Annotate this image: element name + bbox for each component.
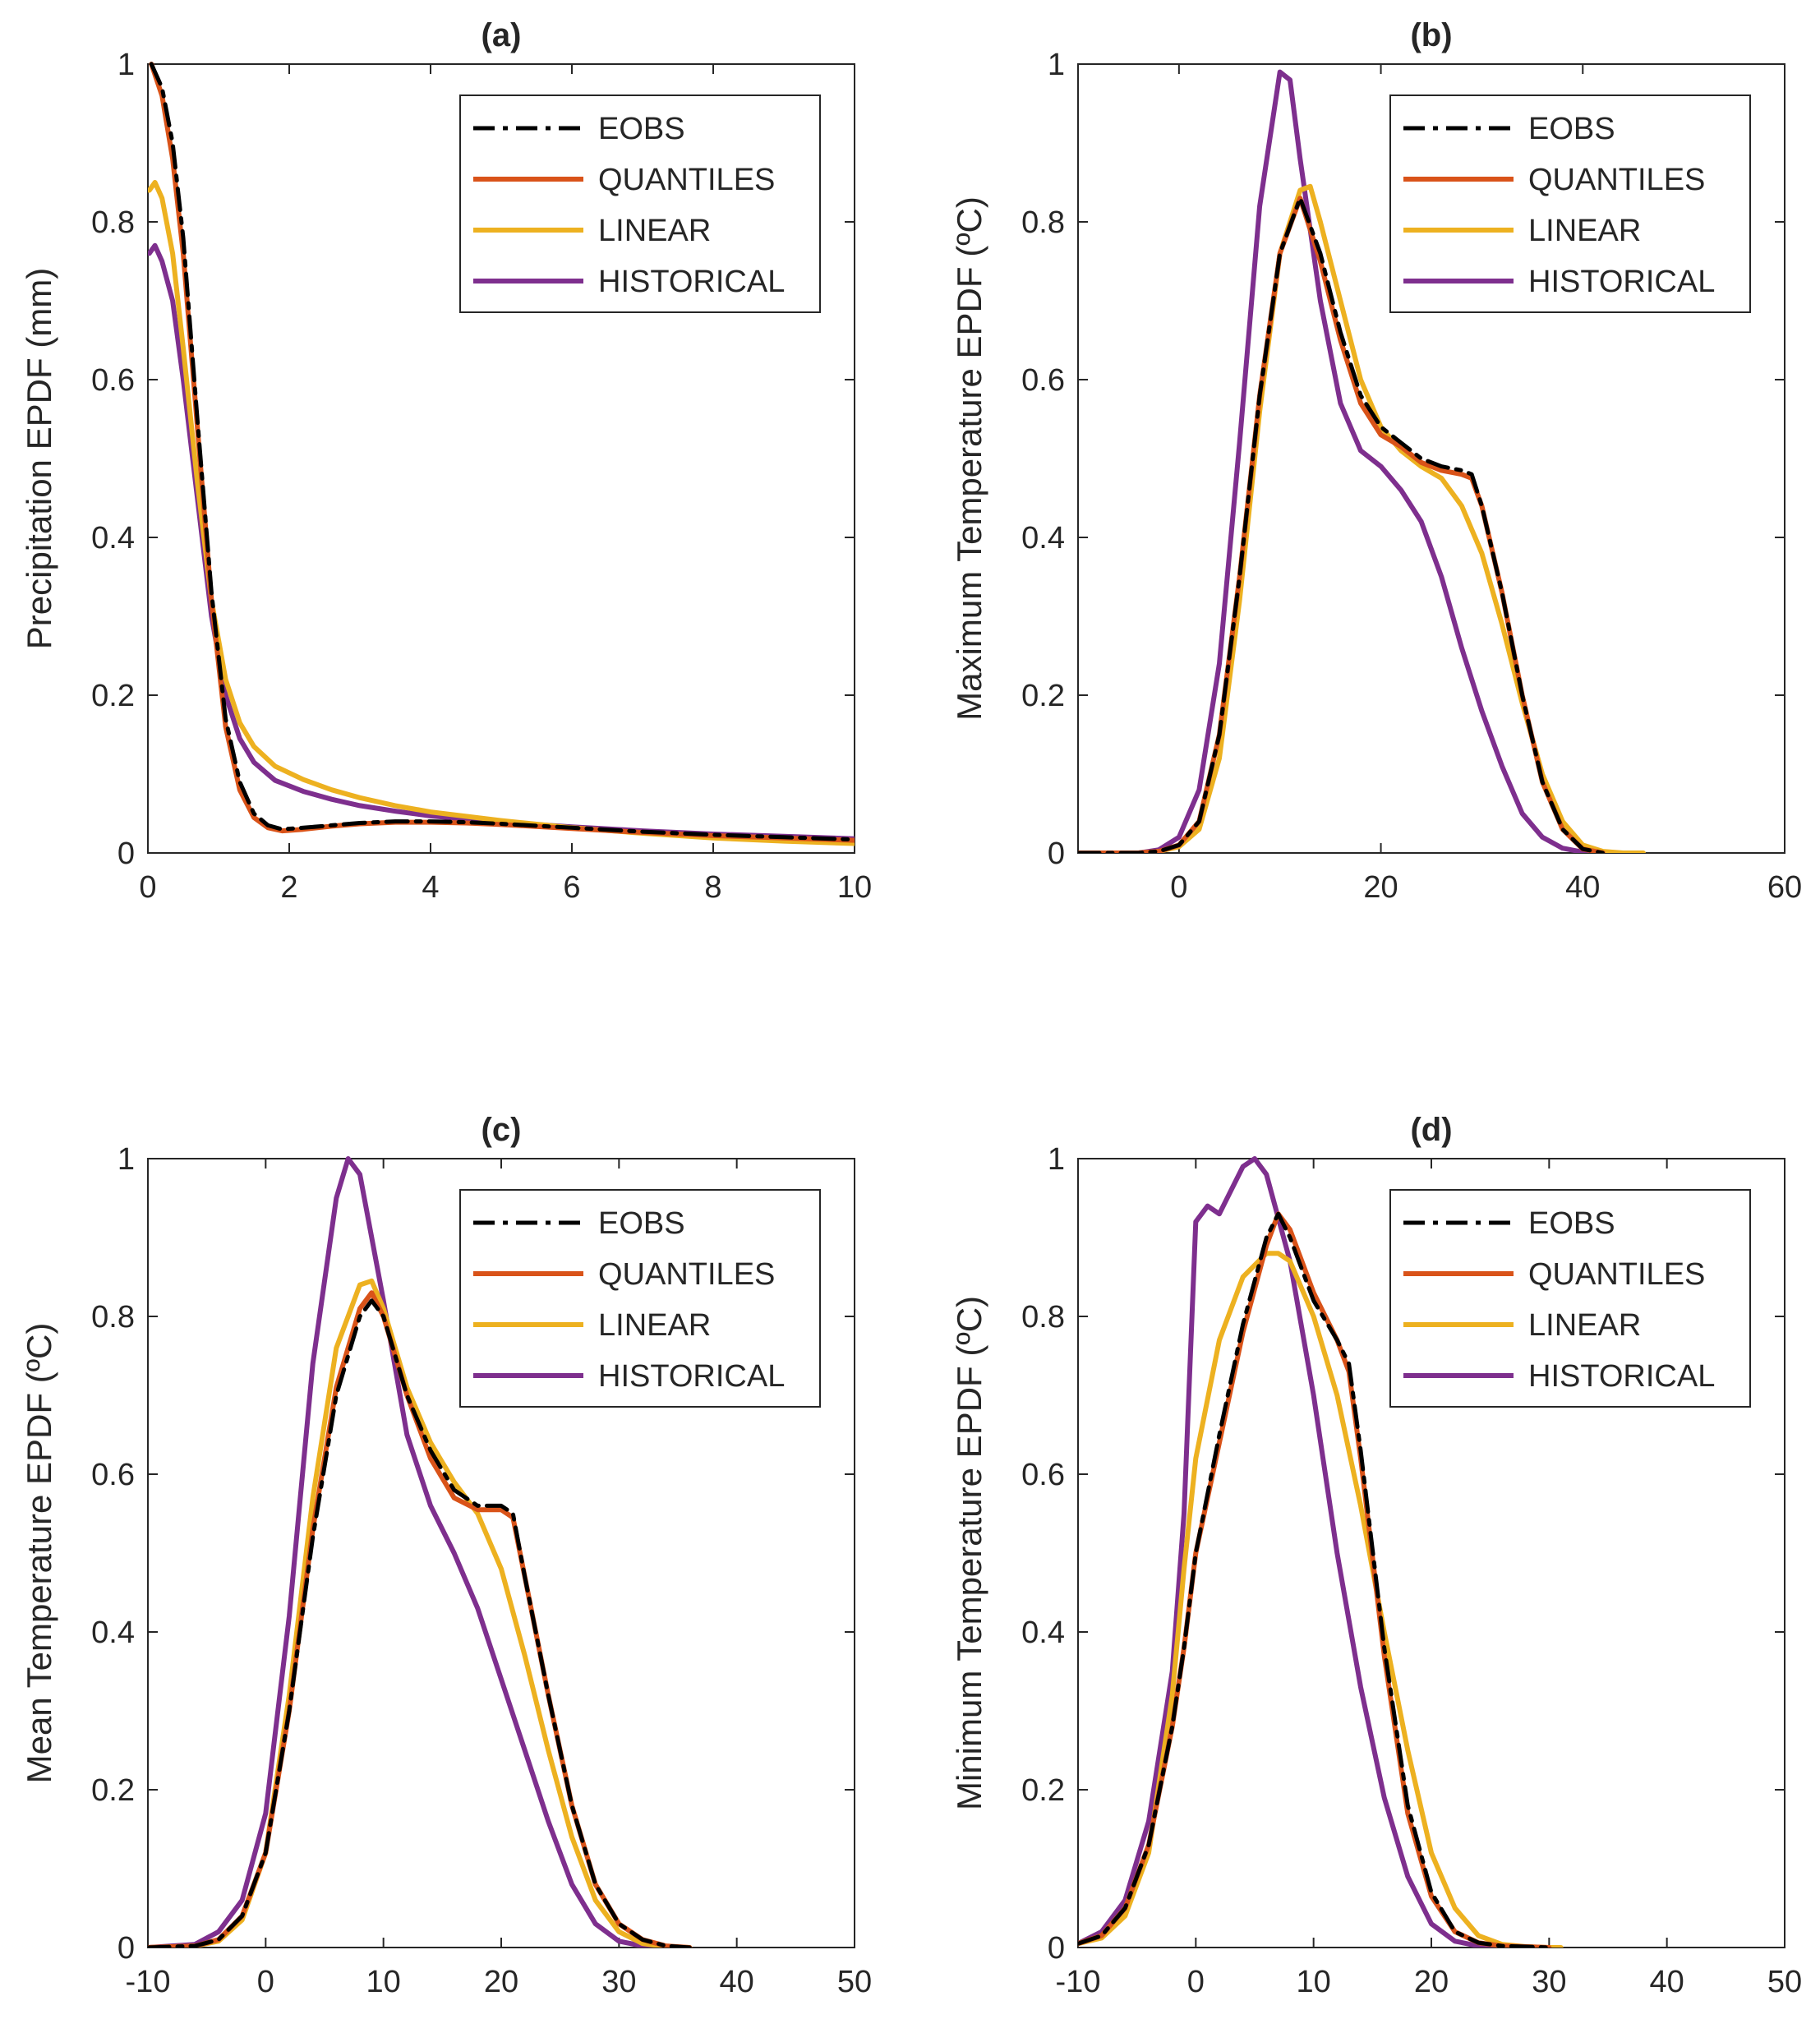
panel-a-ytick-label: 0.2	[91, 679, 135, 713]
panel-c-legend-label-eobs: EOBS	[598, 1206, 685, 1241]
panel-d-xtick-label: 50	[1767, 1965, 1802, 1999]
panel-b-legend-label-eobs: EOBS	[1528, 112, 1615, 146]
panel-c-xtick-label: 20	[484, 1965, 518, 1999]
panel-b-xtick-label: 0	[1170, 870, 1187, 905]
panel-b-ytick-label: 0.2	[1021, 679, 1065, 713]
panel-b-title: (b)	[1410, 17, 1452, 53]
panel-a-ytick-label: 0.6	[91, 363, 135, 398]
panel-a-xtick-label: 10	[837, 870, 872, 905]
panel-c-series-historical	[148, 1156, 669, 1948]
panel-c-legend-label-linear: LINEAR	[598, 1308, 711, 1343]
panel-a-title: (a)	[481, 17, 522, 53]
panel-d-xtick-label: 10	[1297, 1965, 1331, 1999]
panel-c-xtick-label: 0	[257, 1965, 274, 1999]
panel-c-ytick-label: 0.6	[91, 1458, 135, 1492]
panel-a-xtick-label: 8	[704, 870, 721, 905]
panel-a: (a) 0 2 4 6 8 10 0 0.2 0.4 0.6 0.8 1 Precipitation EP…	[20, 17, 872, 905]
panel-d-xtick-label: -10	[1056, 1965, 1101, 1999]
panel-b-legend-label-historical: HISTORICAL	[1528, 265, 1715, 299]
panel-b-ytick-label: 0	[1048, 837, 1065, 871]
panel-c-xtick-label: 30	[601, 1965, 636, 1999]
panel-c-xtick-label: 40	[720, 1965, 754, 1999]
panel-b-ytick-label: 1	[1048, 48, 1065, 82]
panel-c-legend: EOBS QUANTILES LINEAR HISTORICAL	[459, 1189, 821, 1408]
panel-b-legend-label-quantiles: QUANTILES	[1528, 163, 1705, 197]
panel-d-ytick-label: 1	[1048, 1142, 1065, 1177]
panel-b-ylabel: Maximum Temperature EPDF (ºC)	[950, 196, 988, 721]
panel-d-xtick-label: 30	[1532, 1965, 1566, 1999]
panel-a-xtick-label: 2	[280, 870, 297, 905]
panel-d-series-historical	[1078, 1156, 1504, 1948]
panel-b: (b) 0 20 40 60 0 0.2 0.4 0.6 0.8 1 Maximum Temperat…	[950, 17, 1802, 905]
panel-b-xtick-label: 60	[1767, 870, 1802, 905]
panel-d-legend-label-eobs: EOBS	[1528, 1206, 1615, 1241]
panel-a-legend-label-eobs: EOBS	[598, 112, 685, 146]
panel-d-series-eobs	[1078, 1211, 1551, 1948]
panel-c-ytick-label: 0.4	[91, 1616, 135, 1650]
panel-b-ytick-label: 0.6	[1021, 363, 1065, 398]
panel-c-legend-box	[459, 1189, 821, 1408]
panel-a-ytick-label: 1	[117, 48, 135, 82]
panel-b-ytick-label: 0.4	[1021, 521, 1065, 555]
panel-c-ytick-label: 0	[117, 1931, 135, 1966]
panel-a-ytick-label: 0	[117, 837, 135, 871]
panel-b-series-eobs	[1078, 196, 1606, 853]
panel-b-xtick-label: 40	[1565, 870, 1600, 905]
panel-b-series-historical	[1078, 69, 1606, 853]
panel-c-legend-label-quantiles: QUANTILES	[598, 1257, 775, 1292]
panel-d-legend-box	[1389, 1189, 1751, 1408]
panel-c-title: (c)	[481, 1112, 522, 1148]
panel-d-ytick-label: 0.8	[1021, 1300, 1065, 1334]
panel-c-ytick-label: 0.2	[91, 1773, 135, 1808]
panel-d-ytick-label: 0.2	[1021, 1773, 1065, 1808]
panel-b-series-linear	[1078, 183, 1646, 853]
panel-b-legend-box	[1389, 94, 1751, 313]
panel-c-ytick-label: 0.8	[91, 1300, 135, 1334]
panel-a-legend-label-quantiles: QUANTILES	[598, 163, 775, 197]
panel-d-ylabel: Minimum Temperature EPDF (ºC)	[950, 1296, 988, 1810]
panel-a-xtick-label: 0	[139, 870, 156, 905]
panel-c-xtick-label: 10	[366, 1965, 401, 1999]
panel-b-legend-label-linear: LINEAR	[1528, 214, 1641, 248]
panel-d-title: (d)	[1410, 1112, 1452, 1148]
panel-d-series-linear	[1078, 1251, 1564, 1948]
panel-d-xtick-label: 0	[1187, 1965, 1205, 1999]
panel-c-xtick-label: -10	[126, 1965, 171, 1999]
panel-d-legend-label-quantiles: QUANTILES	[1528, 1257, 1705, 1292]
panel-b-legend: EOBS QUANTILES LINEAR HISTORICAL	[1389, 94, 1751, 313]
panel-a-legend: EOBS QUANTILES LINEAR HISTORICAL	[459, 94, 821, 313]
panel-a-xtick-label: 6	[563, 870, 580, 905]
panel-d-ytick-label: 0.6	[1021, 1458, 1065, 1492]
panel-d-xtick-label: 40	[1650, 1965, 1684, 1999]
panel-a-legend-label-linear: LINEAR	[598, 214, 711, 248]
panel-d-xtick-label: 20	[1414, 1965, 1449, 1999]
panel-a-legend-label-historical: HISTORICAL	[598, 265, 785, 299]
panel-d-legend: EOBS QUANTILES LINEAR HISTORICAL	[1389, 1189, 1751, 1408]
panel-d-legend-label-linear: LINEAR	[1528, 1308, 1641, 1343]
panel-a-series-eobs	[149, 62, 855, 842]
panel-d-legend-label-historical: HISTORICAL	[1528, 1359, 1715, 1394]
panel-a-ylabel: Precipitation EPDF (mm)	[20, 268, 58, 649]
panel-a-xtick-label: 4	[422, 870, 439, 905]
panel-c-legend-label-historical: HISTORICAL	[598, 1359, 785, 1394]
panel-d-ytick-label: 0	[1048, 1931, 1065, 1966]
panel-c-ylabel: Mean Temperature EPDF (ºC)	[20, 1323, 58, 1784]
panel-a-ytick-label: 0.4	[91, 521, 135, 555]
panel-a-legend-box	[459, 94, 821, 313]
panel-c-series-eobs	[148, 1298, 692, 1948]
panel-d-ytick-label: 0.4	[1021, 1616, 1065, 1650]
panel-a-ytick-label: 0.8	[91, 205, 135, 240]
panel-b-ytick-label: 0.8	[1021, 205, 1065, 240]
panel-c-xtick-label: 50	[837, 1965, 872, 1999]
panel-c-ytick-label: 1	[117, 1142, 135, 1177]
panel-b-xtick-label: 20	[1363, 870, 1398, 905]
